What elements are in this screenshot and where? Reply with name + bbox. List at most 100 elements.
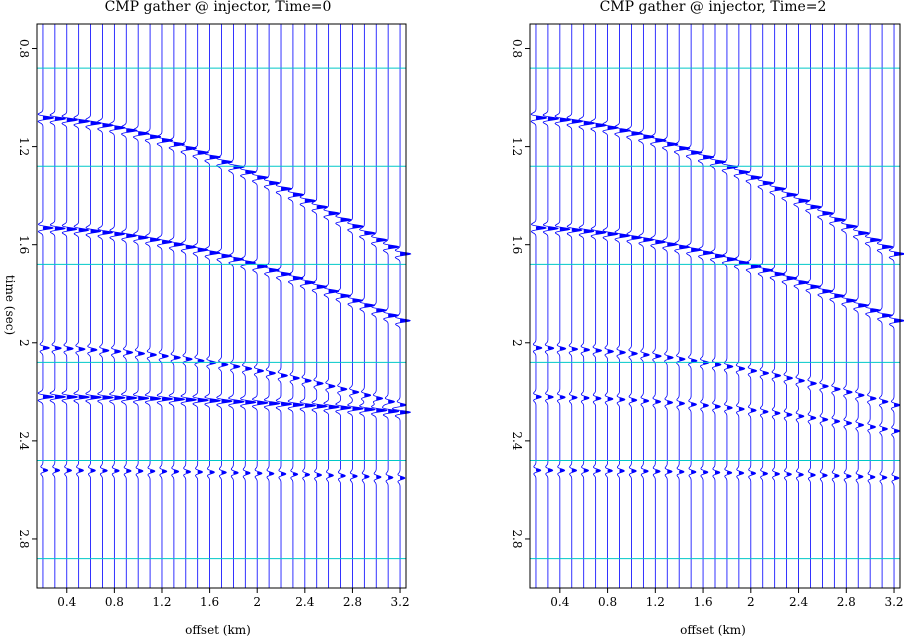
- trace-31-fill: [400, 411, 411, 414]
- trace-19-fill: [257, 369, 264, 373]
- trace-20-fill: [762, 472, 768, 475]
- trace-4-fill: [78, 228, 89, 232]
- trace-29-fill: [870, 475, 875, 479]
- trace-3-fill: [559, 396, 566, 399]
- x-tick-label: 2.8: [343, 595, 362, 609]
- trace-31: [888, 24, 904, 588]
- trace-8-fill: [619, 469, 625, 473]
- trace-16-fill: [715, 363, 721, 366]
- trace-29-fill: [870, 238, 881, 242]
- trace-14-fill: [197, 151, 209, 154]
- trace-11-fill: [655, 400, 661, 403]
- trace-11-fill: [655, 470, 661, 473]
- trace-22-fill: [786, 193, 798, 197]
- trace-8-fill: [126, 234, 137, 238]
- trace-11: [650, 24, 667, 588]
- trace-5-fill: [90, 395, 102, 399]
- trace-26-fill: [340, 387, 347, 391]
- trace-13-fill: [185, 357, 193, 361]
- trace-4-fill: [571, 119, 583, 123]
- trace-10-fill: [150, 353, 157, 357]
- trace-10-fill: [643, 399, 649, 403]
- trace-10-fill: [643, 238, 654, 242]
- y-tick-label: 2: [510, 339, 524, 347]
- trace-18-fill: [245, 261, 256, 265]
- trace-22: [287, 24, 305, 588]
- trace-7-fill: [114, 350, 121, 353]
- trace-24-fill: [316, 205, 328, 209]
- trace-22-fill: [786, 276, 797, 280]
- trace-10-fill: [643, 470, 649, 473]
- trace-9-fill: [631, 236, 642, 239]
- trace-14-fill: [197, 398, 209, 402]
- trace-13-fill: [679, 402, 685, 405]
- x-tick-label: 0.4: [550, 595, 569, 609]
- trace-12: [661, 24, 679, 588]
- trace-8-fill: [619, 129, 631, 132]
- trace-14-fill: [691, 151, 702, 154]
- trace-28-fill: [364, 475, 370, 478]
- trace-21-fill: [281, 374, 288, 377]
- trace-15-fill: [209, 155, 221, 159]
- trace-19: [745, 24, 763, 588]
- trace-2: [542, 24, 560, 588]
- trace-22: [781, 24, 798, 588]
- trace-23-fill: [304, 379, 312, 382]
- trace-24-fill: [810, 416, 816, 420]
- trace-11: [156, 24, 174, 588]
- y-tick-label: 1.2: [17, 137, 31, 156]
- trace-1-fill: [42, 116, 54, 120]
- trace-1-fill: [42, 346, 50, 350]
- trace-25-fill: [328, 474, 334, 477]
- trace-31-fill: [400, 252, 411, 256]
- trace-4-fill: [571, 396, 578, 399]
- trace-2-fill: [547, 227, 559, 230]
- trace-8: [614, 24, 632, 588]
- trace-15-fill: [703, 404, 709, 407]
- y-tick-label: 2: [17, 339, 31, 347]
- trace-2-fill: [54, 117, 66, 121]
- y-tick-label: 2.4: [17, 431, 31, 450]
- gridlines: [37, 67, 406, 560]
- trace-16-fill: [221, 363, 228, 366]
- trace-20: [263, 24, 281, 588]
- trace-9-fill: [631, 398, 637, 402]
- trace-25-fill: [822, 289, 833, 293]
- trace-6-fill: [595, 123, 607, 127]
- x-tick-label: 2.4: [295, 595, 314, 609]
- trace-14-fill: [197, 470, 203, 474]
- trace-30-fill: [882, 400, 888, 403]
- trace-26-fill: [340, 474, 346, 477]
- trace-18-fill: [738, 407, 745, 411]
- gridlines: [530, 67, 900, 560]
- trace-2-fill: [54, 395, 66, 399]
- trace-17-fill: [726, 257, 737, 261]
- plot-frame: [36, 23, 407, 589]
- trace-14-fill: [197, 248, 208, 252]
- trace-18-fill: [245, 400, 256, 404]
- trace-6-fill: [102, 123, 114, 127]
- trace-3-fill: [66, 347, 74, 350]
- x-axis-label: offset (km): [680, 623, 746, 637]
- trace-12-fill: [667, 401, 673, 404]
- trace-7: [109, 24, 126, 588]
- trace-1-fill: [42, 395, 54, 399]
- trace-10-fill: [150, 238, 161, 242]
- trace-19-fill: [750, 369, 757, 373]
- trace-30-fill: [882, 476, 887, 479]
- trace-8-fill: [126, 351, 133, 354]
- trace-25-fill: [328, 384, 335, 388]
- trace-2-fill: [547, 469, 553, 472]
- trace-5-fill: [583, 469, 589, 472]
- x-tick-label: 3.2: [391, 595, 410, 609]
- trace-12-fill: [173, 397, 185, 401]
- trace-17: [228, 24, 245, 588]
- trace-9-fill: [138, 352, 145, 355]
- trace-31-fill: [894, 403, 900, 407]
- trace-13-fill: [679, 470, 684, 473]
- trace-4-fill: [78, 469, 84, 472]
- trace-23-fill: [304, 404, 316, 407]
- trace-5: [85, 24, 102, 588]
- trace-6-fill: [102, 349, 109, 352]
- trace-23-fill: [798, 199, 810, 203]
